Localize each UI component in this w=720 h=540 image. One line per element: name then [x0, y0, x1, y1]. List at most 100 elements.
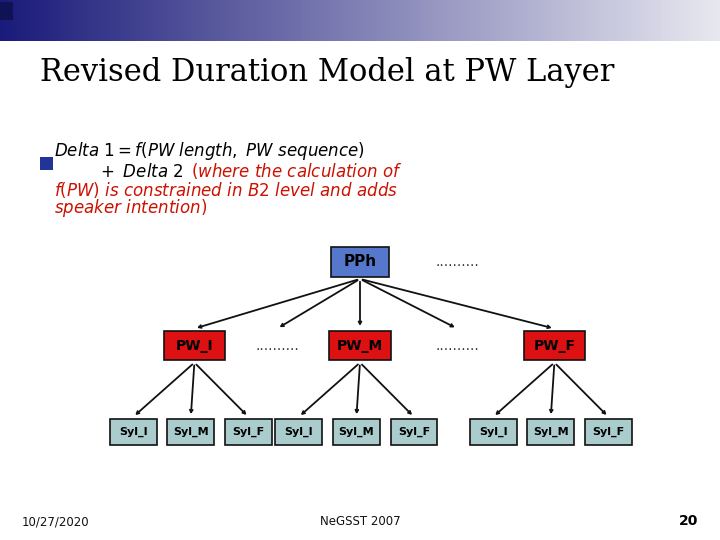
- Bar: [7, 0, 12, 40]
- Bar: [274, 0, 278, 40]
- Bar: [508, 0, 512, 40]
- Bar: [468, 0, 472, 40]
- Bar: [180, 0, 184, 40]
- Bar: [374, 0, 379, 40]
- Bar: [68, 0, 73, 40]
- Bar: [580, 0, 584, 40]
- Bar: [333, 419, 380, 445]
- Bar: [140, 0, 145, 40]
- Bar: [54, 0, 58, 40]
- Bar: [392, 0, 397, 40]
- Bar: [202, 0, 206, 40]
- Bar: [349, 0, 354, 40]
- Bar: [652, 0, 656, 40]
- Bar: [364, 0, 368, 40]
- Text: NeGSST 2007: NeGSST 2007: [320, 515, 400, 528]
- Bar: [400, 0, 404, 40]
- Bar: [526, 0, 530, 40]
- Bar: [169, 0, 174, 40]
- Bar: [367, 0, 372, 40]
- Bar: [65, 0, 69, 40]
- Bar: [436, 0, 440, 40]
- Bar: [112, 0, 116, 40]
- Text: ..........: ..........: [256, 339, 299, 353]
- Bar: [500, 0, 505, 40]
- Bar: [378, 0, 382, 40]
- Bar: [706, 0, 710, 40]
- Bar: [18, 0, 22, 40]
- Text: ..........: ..........: [436, 339, 479, 353]
- Text: Syl_F: Syl_F: [593, 427, 624, 437]
- Bar: [709, 0, 714, 40]
- Bar: [407, 0, 411, 40]
- Bar: [310, 0, 314, 40]
- Bar: [295, 0, 300, 40]
- Bar: [396, 0, 400, 40]
- Bar: [497, 0, 501, 40]
- Bar: [50, 0, 55, 40]
- Bar: [184, 0, 188, 40]
- Bar: [403, 0, 408, 40]
- Bar: [220, 0, 224, 40]
- Bar: [536, 0, 541, 40]
- Bar: [266, 0, 271, 40]
- Bar: [198, 0, 202, 40]
- Bar: [40, 158, 53, 170]
- Bar: [126, 0, 130, 40]
- Bar: [79, 0, 84, 40]
- Bar: [331, 247, 389, 276]
- Bar: [191, 0, 195, 40]
- Bar: [101, 0, 105, 40]
- Bar: [104, 0, 109, 40]
- Bar: [14, 0, 19, 40]
- Bar: [83, 0, 87, 40]
- Bar: [493, 0, 498, 40]
- Bar: [688, 0, 692, 40]
- Bar: [558, 0, 562, 40]
- Bar: [670, 0, 674, 40]
- Bar: [524, 330, 585, 361]
- Bar: [432, 0, 436, 40]
- Text: 10/27/2020: 10/27/2020: [22, 515, 89, 528]
- Bar: [695, 0, 699, 40]
- Bar: [425, 0, 429, 40]
- Bar: [86, 0, 91, 40]
- Bar: [454, 0, 458, 40]
- Bar: [691, 0, 696, 40]
- Bar: [22, 0, 26, 40]
- Bar: [320, 0, 325, 40]
- Bar: [176, 0, 181, 40]
- Bar: [216, 0, 220, 40]
- Bar: [166, 0, 170, 40]
- Bar: [241, 0, 246, 40]
- Text: 20: 20: [679, 514, 698, 528]
- Bar: [238, 0, 242, 40]
- Text: Syl_I: Syl_I: [284, 427, 313, 437]
- Bar: [529, 0, 534, 40]
- Bar: [716, 0, 720, 40]
- Bar: [418, 0, 422, 40]
- Bar: [137, 0, 141, 40]
- Bar: [565, 0, 570, 40]
- Bar: [698, 0, 703, 40]
- Bar: [655, 0, 660, 40]
- Text: Syl_M: Syl_M: [173, 427, 209, 437]
- Bar: [637, 0, 642, 40]
- Bar: [680, 0, 685, 40]
- Bar: [284, 0, 289, 40]
- Text: ..........: ..........: [436, 255, 479, 269]
- Bar: [544, 0, 548, 40]
- Bar: [572, 0, 577, 40]
- Bar: [275, 419, 323, 445]
- Bar: [11, 0, 15, 40]
- Bar: [482, 0, 487, 40]
- Bar: [306, 0, 310, 40]
- Bar: [630, 0, 634, 40]
- Bar: [248, 0, 253, 40]
- Bar: [209, 0, 213, 40]
- Bar: [612, 0, 616, 40]
- Bar: [644, 0, 649, 40]
- Bar: [155, 0, 159, 40]
- Bar: [25, 0, 30, 40]
- Bar: [324, 0, 328, 40]
